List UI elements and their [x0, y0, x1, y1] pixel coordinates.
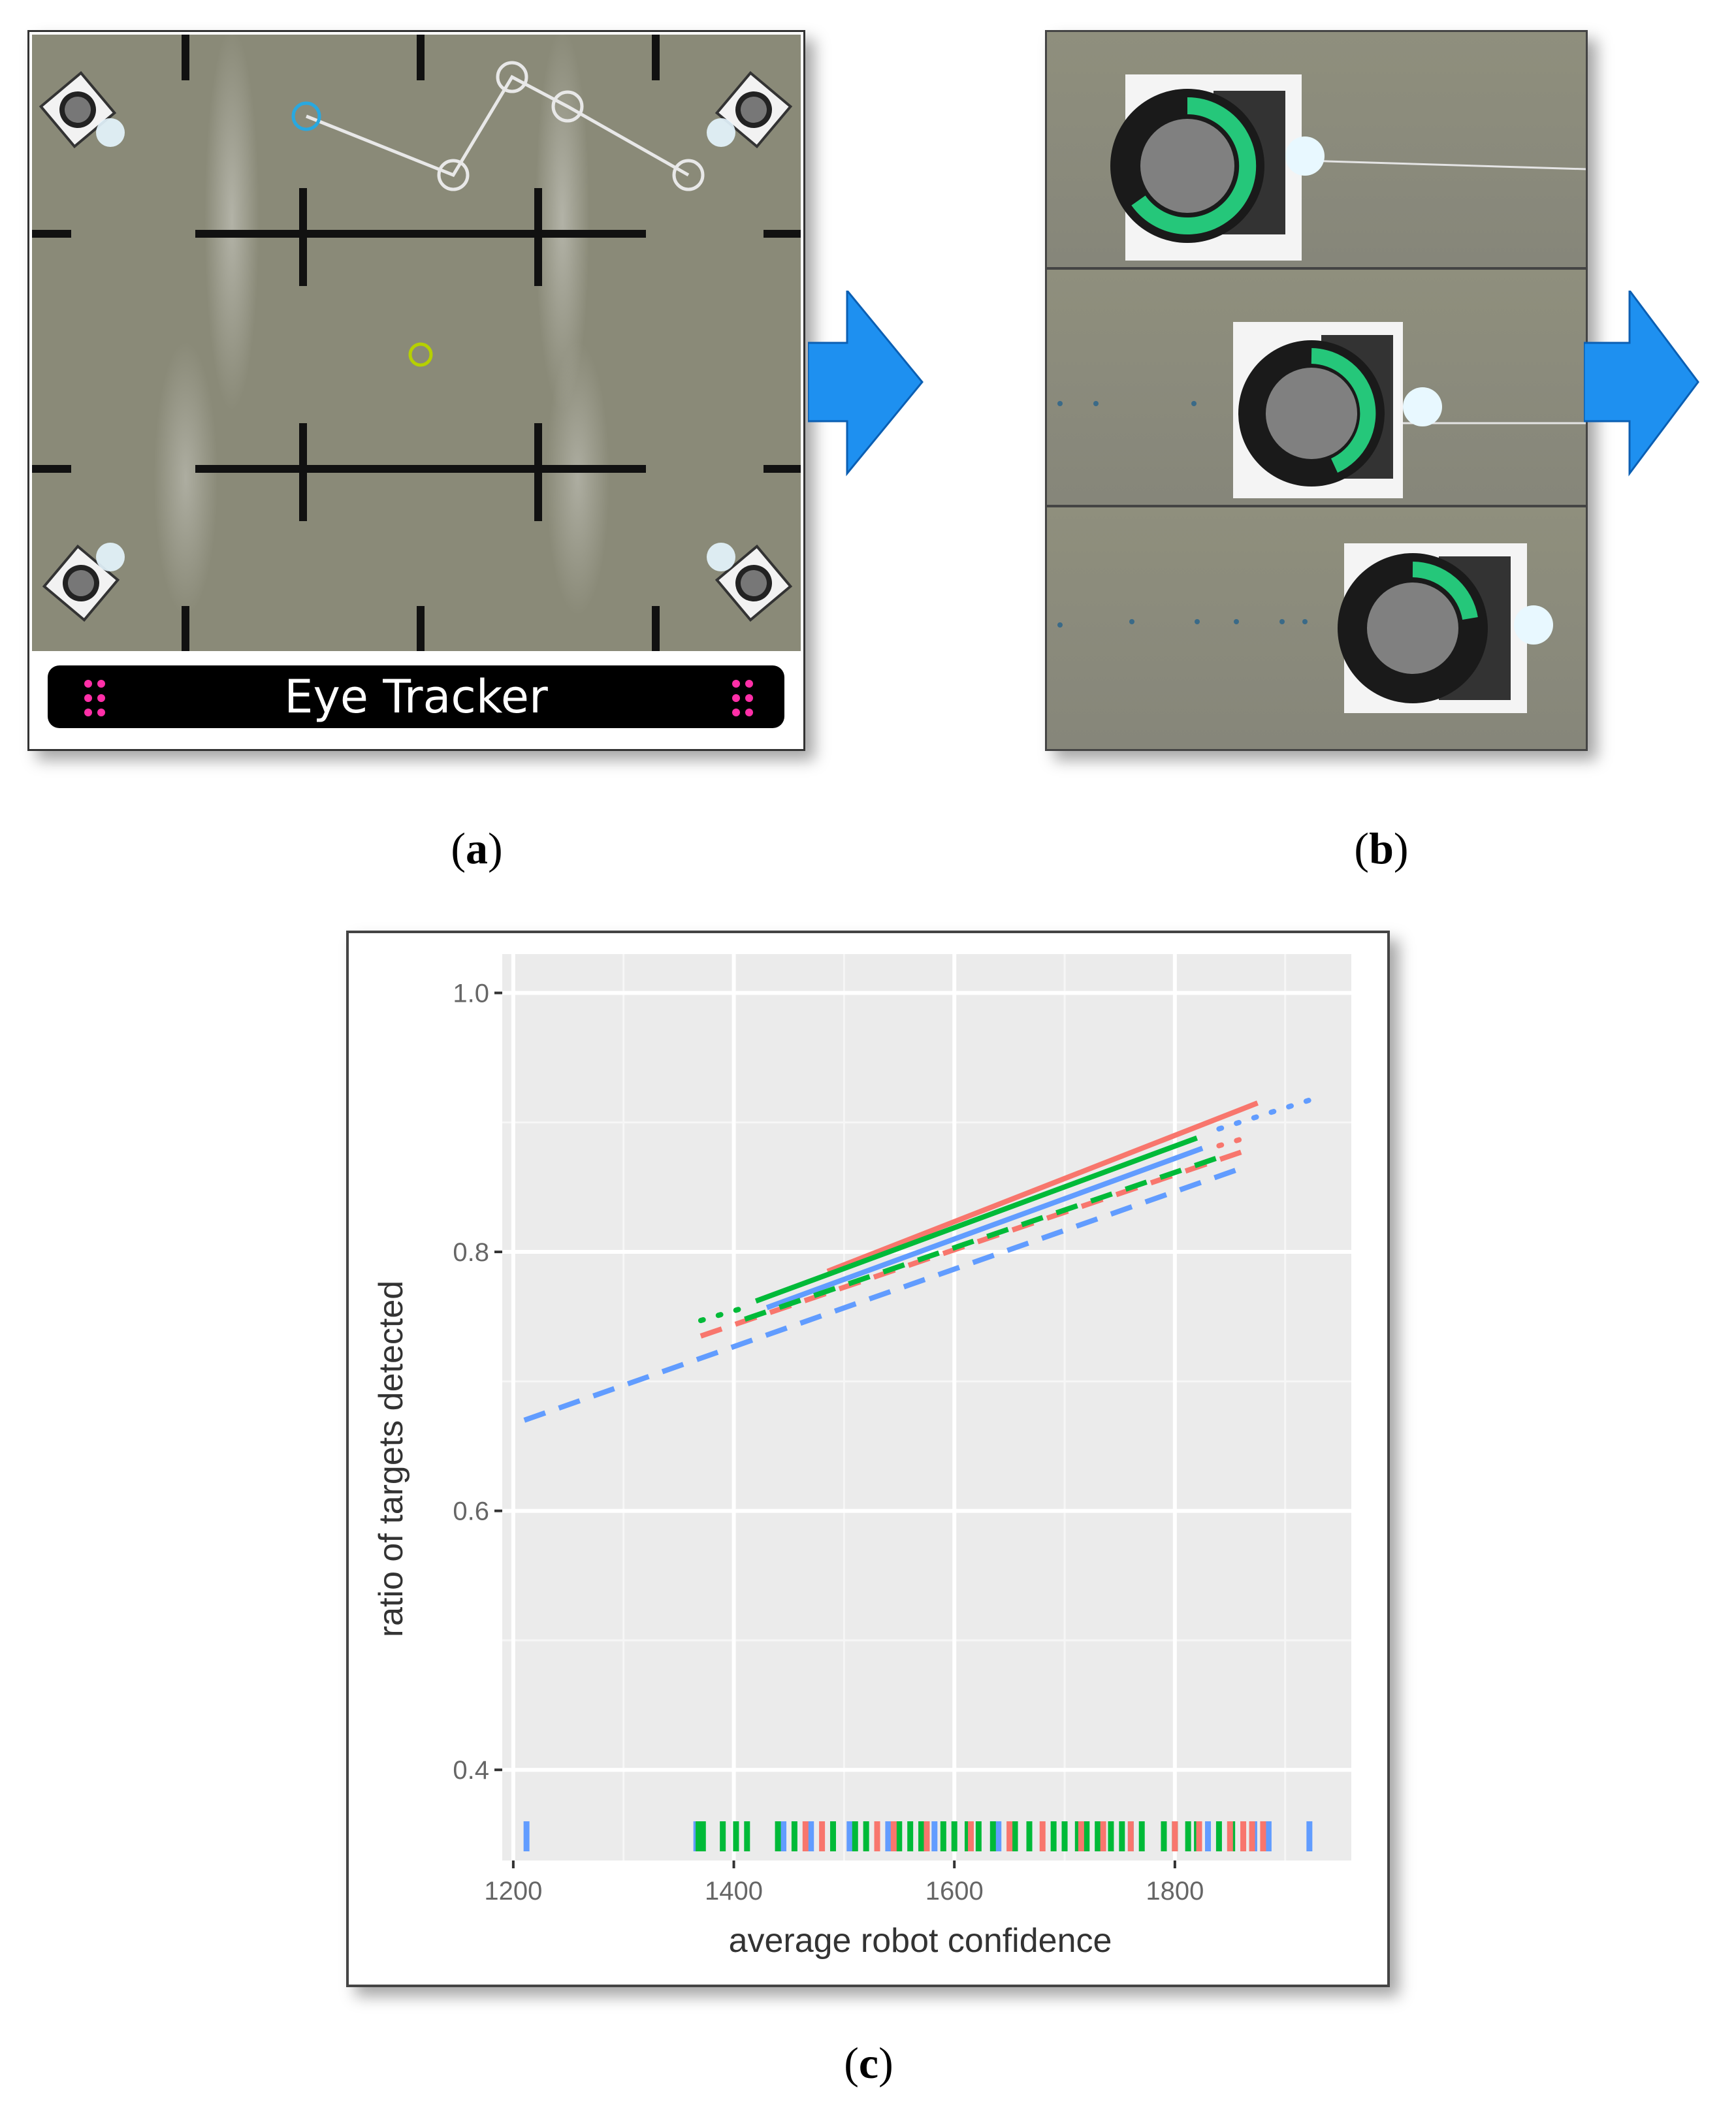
robot-top-right — [715, 71, 793, 149]
x-tick-label: 1800 — [1146, 1877, 1204, 1906]
series-line-solid — [826, 1100, 1259, 1274]
series-line-solid — [754, 1135, 1198, 1304]
x-tick-label: 1400 — [705, 1877, 763, 1906]
eye-tracker-dots-left-icon — [82, 678, 110, 718]
panel-b-frame — [1045, 30, 1588, 751]
eye-tracker-label: Eye Tracker — [284, 670, 548, 724]
caption-a: (a) — [451, 823, 503, 873]
x-tick-label: 1600 — [925, 1877, 984, 1906]
panel-c-frame: 1200 1400 1600 1800 0.4 0.6 0.8 1.0 average rob… — [346, 931, 1390, 1987]
robot-frame-1 — [1047, 32, 1586, 267]
y-tick-label: 1.0 — [453, 979, 489, 1008]
series-line-dotted — [698, 1305, 748, 1324]
y-axis-title: ratio of targets detected — [372, 1281, 410, 1637]
x-tick-label: 1200 — [484, 1877, 542, 1906]
arrow-right-icon — [1584, 291, 1699, 477]
y-tick-label: 0.6 — [453, 1497, 489, 1526]
robot-frame-3 — [1047, 507, 1586, 749]
eye-tracker-bar: Eye Tracker — [48, 665, 784, 728]
robot-top-left — [39, 71, 117, 149]
arrow-right-icon — [808, 291, 924, 477]
x-axis-title: average robot confidence — [729, 1922, 1112, 1960]
eye-tracker-dots-right-icon — [730, 678, 758, 718]
y-tick-label: 0.4 — [453, 1756, 489, 1785]
series-line-dashed — [744, 1155, 1220, 1322]
series-line-dotted — [1216, 1136, 1244, 1149]
series-line-dotted — [1216, 1096, 1315, 1132]
robot-frame-2 — [1047, 270, 1586, 505]
chart: 1200 1400 1600 1800 0.4 0.6 0.8 1.0 average rob… — [372, 954, 1351, 1960]
series-line-solid — [765, 1145, 1204, 1311]
y-tick-label: 0.8 — [453, 1238, 489, 1267]
arena-floor-image — [32, 35, 801, 651]
panel-a-frame: Eye Tracker — [27, 30, 805, 751]
series-line-dashed — [523, 1164, 1247, 1423]
caption-c: (c) — [844, 2038, 893, 2088]
plot-background — [502, 954, 1351, 1860]
robot-bottom-right — [715, 544, 793, 622]
arena-overlay — [32, 35, 801, 651]
caption-b: (b) — [1354, 823, 1409, 873]
